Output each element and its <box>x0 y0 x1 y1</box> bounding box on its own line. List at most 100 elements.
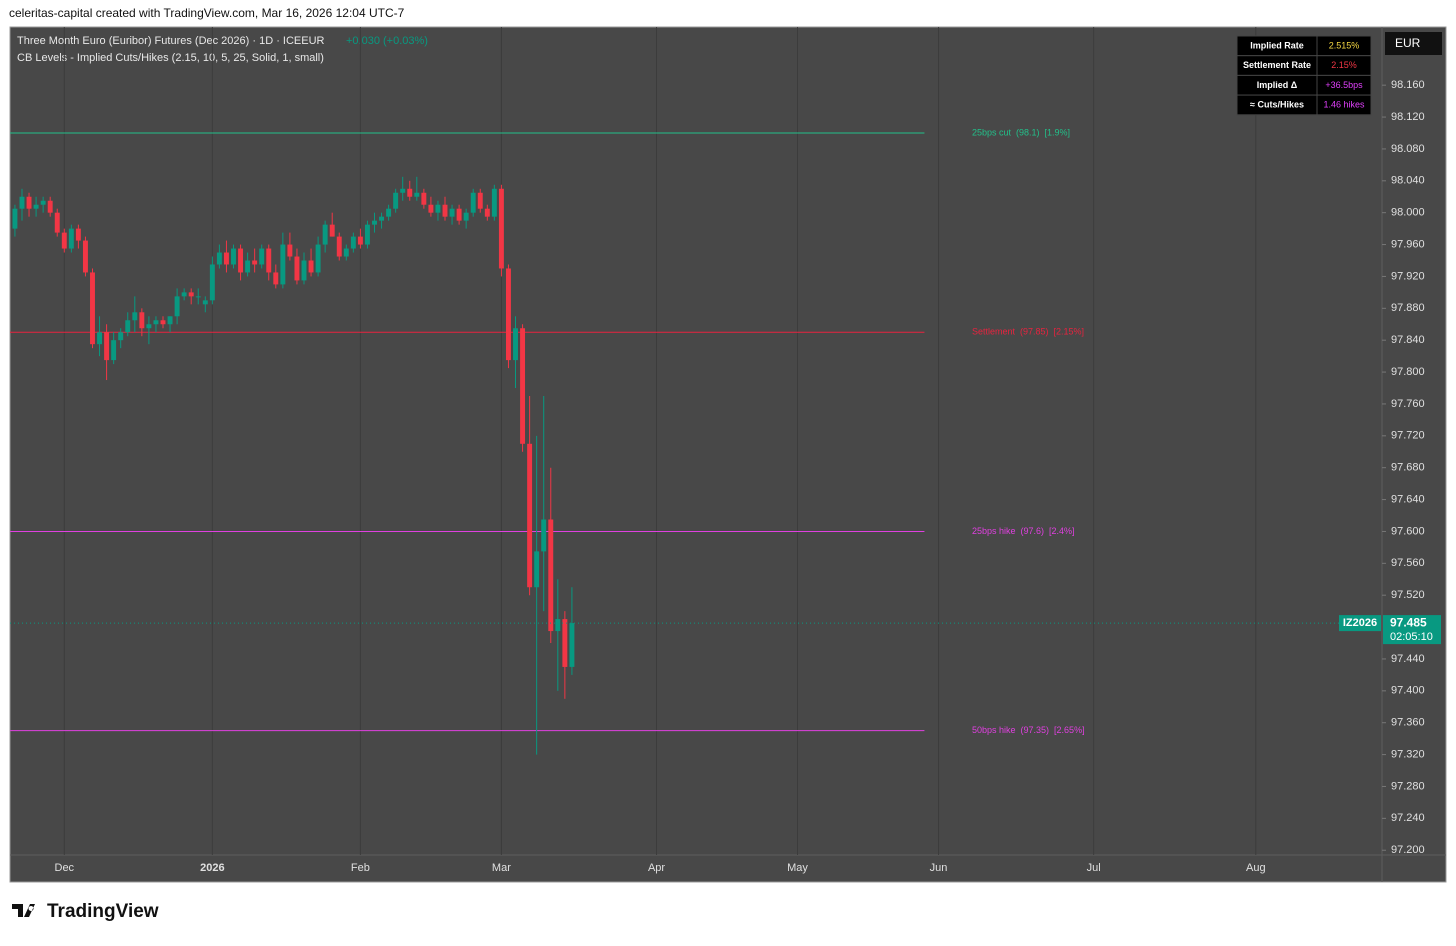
candle-body <box>12 208 18 229</box>
level-label: 50bps hike (97.35) [2.65%] <box>972 725 1085 735</box>
candle-body <box>322 224 328 245</box>
candle-body <box>343 248 349 257</box>
candle-body <box>357 236 363 245</box>
candle-body <box>231 248 236 265</box>
candle-body <box>329 224 335 237</box>
price-change: +0.030 (+0.03%) <box>346 35 428 47</box>
y-tick-label: 97.320 <box>1391 748 1425 760</box>
currency[interactable]: EUR <box>1395 36 1421 50</box>
candle-body <box>97 332 103 345</box>
candle-body <box>125 320 131 333</box>
logo-text: TradingView <box>47 901 159 922</box>
x-tick-label: Aug <box>1246 862 1266 874</box>
y-tick-label: 97.840 <box>1391 334 1425 346</box>
candle-body <box>75 228 81 241</box>
candle-body <box>294 256 300 281</box>
y-tick-label: 98.120 <box>1391 111 1425 123</box>
candle-body <box>61 232 67 249</box>
candle-body <box>477 192 483 209</box>
y-tick-label: 97.880 <box>1391 302 1425 314</box>
level-label: 25bps cut (98.1) [1.9%] <box>972 127 1070 137</box>
y-tick-label: 97.400 <box>1391 685 1425 697</box>
y-tick-label: 97.720 <box>1391 430 1425 442</box>
candle-body <box>569 623 575 667</box>
y-tick-label: 98.160 <box>1391 79 1425 91</box>
candle-body <box>336 236 342 257</box>
candle-body <box>555 619 561 632</box>
candle-body <box>111 340 117 361</box>
candle-body <box>372 220 377 225</box>
candle-body <box>19 196 25 209</box>
candle-body <box>301 260 307 281</box>
candle-body <box>216 252 222 265</box>
candle-body <box>386 208 392 217</box>
candle-body <box>82 240 88 273</box>
x-tick-label: Jul <box>1087 862 1101 874</box>
y-tick-label: 98.080 <box>1391 143 1425 155</box>
candle-body <box>209 264 215 301</box>
x-tick-label: Dec <box>55 862 75 874</box>
chart-panel <box>9 26 1447 883</box>
candle-body <box>308 260 314 273</box>
info-value: 2.15% <box>1331 60 1357 70</box>
y-tick-label: 97.760 <box>1391 398 1425 410</box>
candle-body <box>174 296 180 317</box>
x-tick-label: Feb <box>351 862 370 874</box>
candle-body <box>132 312 138 321</box>
y-tick-label: 97.800 <box>1391 366 1425 378</box>
info-value: 1.46 hikes <box>1323 99 1365 109</box>
candle-body <box>167 316 173 325</box>
price-box <box>1383 615 1441 645</box>
logo: TradingView <box>12 901 159 922</box>
y-tick-label: 97.240 <box>1391 812 1425 824</box>
credit: celeritas-capital created with TradingVi… <box>9 6 405 20</box>
y-tick-label: 97.960 <box>1391 238 1425 250</box>
y-tick-label: 97.360 <box>1391 717 1425 729</box>
candle-body <box>40 200 46 205</box>
candle-body <box>400 188 406 193</box>
y-tick-label: 97.200 <box>1391 844 1425 856</box>
candle-body <box>223 252 229 265</box>
candle-body <box>534 551 540 588</box>
candle-body <box>146 324 152 329</box>
chart-title: Three Month Euro (Euribor) Futures (Dec … <box>17 35 325 47</box>
symbol-label: IZ2026 <box>1343 617 1377 629</box>
x-tick-label: May <box>787 862 808 874</box>
y-tick-label: 98.040 <box>1391 175 1425 187</box>
x-tick-label: 2026 <box>200 862 224 874</box>
candle-body <box>393 192 399 209</box>
candle-body <box>435 204 441 213</box>
candle-body <box>449 208 455 217</box>
candle-body <box>252 260 258 265</box>
candle-body <box>195 296 201 298</box>
candle-body <box>513 328 518 361</box>
currency-box[interactable] <box>1385 32 1442 55</box>
candle-body <box>181 292 187 297</box>
candle-body <box>153 320 159 325</box>
indicator-label: CB Levels - Implied Cuts/Hikes (2.15, 10… <box>17 52 324 64</box>
info-value: +36.5bps <box>1325 80 1363 90</box>
candle-body <box>379 216 385 221</box>
candle-body <box>407 188 413 197</box>
candle-body <box>484 208 490 217</box>
candle-body <box>541 519 547 552</box>
candle-body <box>139 312 145 329</box>
candle-body <box>259 248 265 265</box>
candle-body <box>287 244 293 257</box>
candle-body <box>548 519 554 632</box>
y-tick-label: 98.000 <box>1391 207 1425 219</box>
candle-body <box>188 292 194 297</box>
candle-body <box>90 272 95 345</box>
candle-body <box>68 228 74 249</box>
symbol-box <box>1339 615 1381 632</box>
info-label: ≈ Cuts/Hikes <box>1250 99 1304 109</box>
info-label: Implied Rate <box>1250 40 1304 50</box>
candle-body <box>160 320 166 325</box>
y-tick-label: 97.640 <box>1391 493 1425 505</box>
info-value: 2.515% <box>1329 40 1360 50</box>
candle-body <box>238 248 244 273</box>
level-label: Settlement (97.85) [2.15%] <box>972 327 1084 337</box>
candle-body <box>350 236 356 249</box>
y-tick-label: 97.280 <box>1391 780 1425 792</box>
